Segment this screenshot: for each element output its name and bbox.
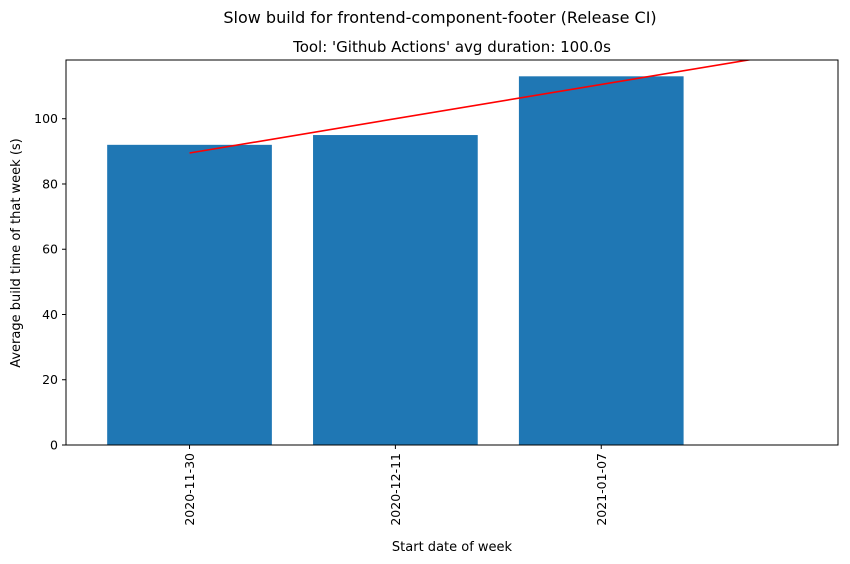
y-tick-label-20: 20 xyxy=(42,372,58,387)
y-tick-label-60: 60 xyxy=(42,242,58,257)
x-tick-label-2021-01-07: 2021-01-07 xyxy=(594,453,609,526)
axes-frame xyxy=(65,59,839,446)
y-tick-label-0: 0 xyxy=(50,438,58,453)
x-tick-label-2020-12-11: 2020-12-11 xyxy=(388,453,403,526)
x-axis-label: Start date of week xyxy=(392,540,513,555)
trend-line xyxy=(189,60,754,154)
chart-title: Tool: 'Github Actions' avg duration: 100… xyxy=(292,38,611,56)
y-axis-label: Average build time of that week (s) xyxy=(9,138,24,368)
chart-suptitle: Slow build for frontend-component-footer… xyxy=(223,8,656,27)
bar-2020-12-11 xyxy=(313,135,478,445)
plot-area: 0 20 40 60 80 100 2020-11-30 2020-12-11 2021-01-… xyxy=(34,59,839,526)
y-tick-label-80: 80 xyxy=(42,176,58,191)
x-tick-label-2020-11-30: 2020-11-30 xyxy=(182,453,197,526)
y-tick-label-100: 100 xyxy=(34,111,58,126)
y-tick-label-40: 40 xyxy=(42,307,58,322)
bar-2020-11-30 xyxy=(107,144,272,445)
bar-2021-01-07 xyxy=(518,76,684,445)
